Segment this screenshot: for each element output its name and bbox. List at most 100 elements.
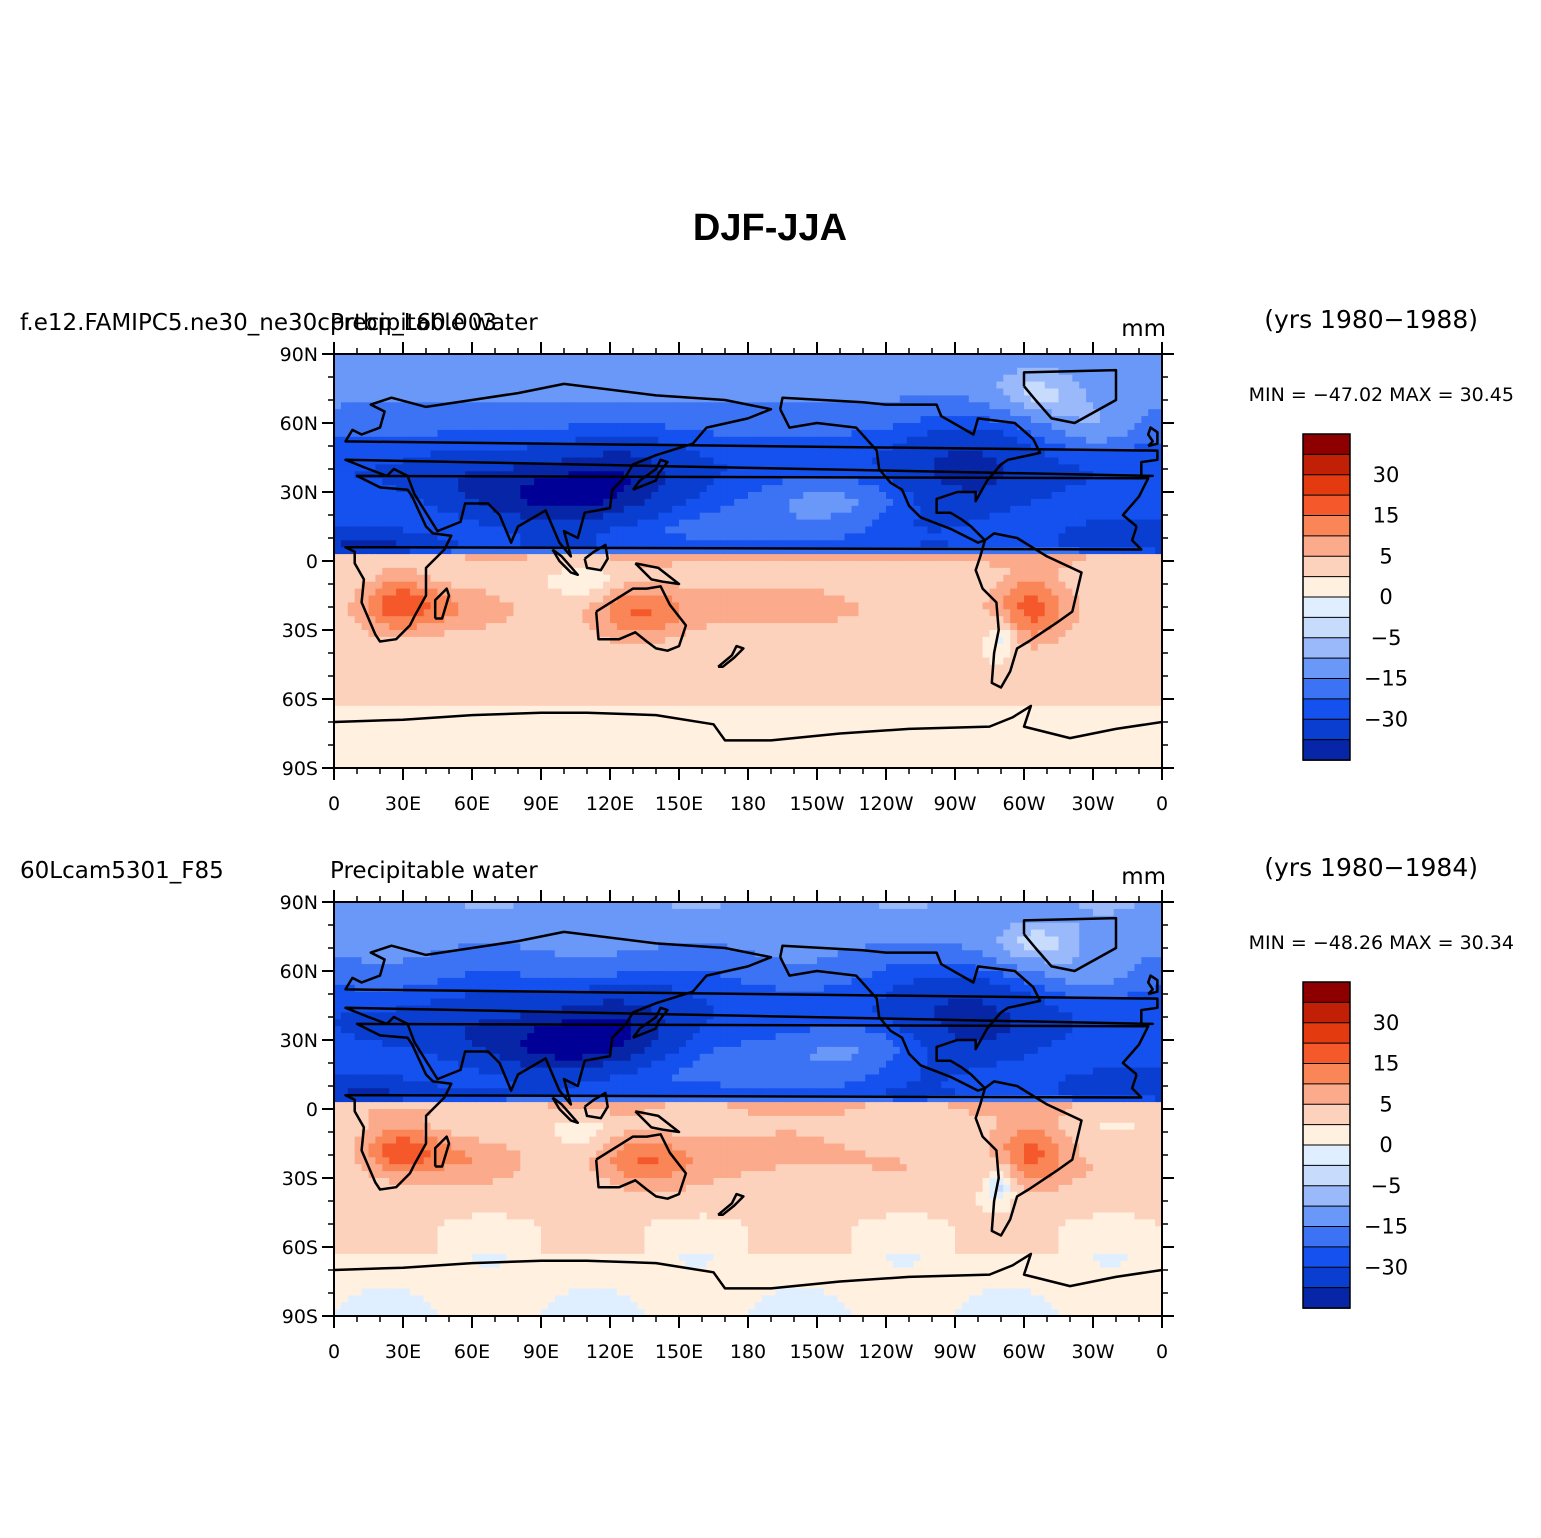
field-cell bbox=[382, 360, 390, 369]
field-cell bbox=[796, 374, 804, 383]
field-cell bbox=[644, 567, 652, 576]
field-cell bbox=[534, 416, 542, 424]
field-cell bbox=[499, 367, 508, 376]
field-cell bbox=[1155, 457, 1162, 465]
field-cell bbox=[630, 547, 639, 555]
field-cell bbox=[561, 588, 570, 597]
field-cell bbox=[734, 485, 742, 493]
field-cell bbox=[685, 471, 694, 479]
field-cell bbox=[886, 360, 894, 369]
field-cell bbox=[823, 554, 832, 562]
field-cell bbox=[1037, 457, 1046, 465]
field-cell bbox=[754, 471, 763, 479]
field-cell bbox=[955, 630, 963, 638]
field-cell bbox=[437, 519, 445, 528]
field-cell bbox=[906, 381, 915, 390]
field-cell bbox=[727, 574, 735, 583]
field-cell bbox=[368, 395, 376, 403]
field-cell bbox=[1051, 478, 1060, 486]
field-cell bbox=[713, 547, 721, 555]
field-cell bbox=[637, 609, 646, 617]
field-cell bbox=[685, 354, 694, 362]
field-cell bbox=[368, 547, 376, 555]
field-cell bbox=[989, 443, 997, 452]
field-cell bbox=[1003, 588, 1011, 597]
field-cell bbox=[575, 450, 583, 459]
field-cell bbox=[430, 354, 439, 362]
field-cell bbox=[886, 498, 894, 507]
field-cell bbox=[796, 519, 804, 528]
field-cell bbox=[1148, 609, 1156, 617]
field-cell bbox=[865, 360, 873, 369]
field-cell bbox=[734, 512, 742, 521]
field-cell bbox=[437, 498, 445, 507]
field-cell bbox=[499, 540, 508, 548]
field-cell bbox=[444, 581, 452, 590]
field-cell bbox=[561, 581, 570, 590]
field-cell bbox=[768, 630, 777, 638]
field-cell bbox=[685, 374, 694, 383]
field-cell bbox=[934, 616, 942, 624]
field-cell bbox=[1051, 498, 1060, 507]
field-cell bbox=[534, 436, 542, 445]
field-cell bbox=[575, 498, 583, 507]
field-cell bbox=[1024, 409, 1032, 417]
field-cell bbox=[444, 498, 452, 507]
field-cell bbox=[720, 354, 728, 362]
field-cell bbox=[478, 616, 487, 624]
field-cell bbox=[1086, 547, 1094, 555]
field-cell bbox=[982, 547, 991, 555]
field-cell bbox=[727, 547, 735, 555]
field-cell bbox=[1051, 505, 1060, 514]
field-cell bbox=[1093, 505, 1101, 514]
field-cell bbox=[734, 478, 742, 486]
field-cell bbox=[996, 367, 1004, 376]
field-cell bbox=[582, 395, 590, 403]
field-cell bbox=[685, 485, 694, 493]
field-cell bbox=[1079, 450, 1087, 459]
field-cell bbox=[568, 450, 577, 459]
field-cell bbox=[603, 540, 611, 548]
field-cell bbox=[458, 443, 466, 452]
field-cell bbox=[547, 540, 556, 548]
field-cell bbox=[879, 616, 887, 624]
field-cell bbox=[451, 554, 459, 562]
field-cell bbox=[989, 588, 997, 597]
field-cell bbox=[492, 519, 501, 528]
field-cell bbox=[1155, 623, 1162, 631]
field-cell bbox=[589, 374, 597, 383]
field-cell bbox=[423, 443, 432, 452]
field-cell bbox=[658, 409, 666, 417]
field-cell bbox=[720, 457, 728, 465]
field-cell bbox=[934, 581, 942, 590]
field-cell bbox=[513, 602, 521, 610]
field-cell bbox=[1155, 416, 1162, 424]
field-cell bbox=[713, 498, 721, 507]
field-cell bbox=[837, 471, 846, 479]
field-cell bbox=[478, 533, 487, 541]
field-cell bbox=[1010, 602, 1018, 610]
field-cell bbox=[610, 519, 618, 528]
field-cell bbox=[1017, 429, 1025, 438]
field-cell bbox=[506, 388, 514, 396]
field-cell bbox=[672, 595, 680, 603]
field-cell bbox=[458, 423, 466, 431]
field-cell bbox=[340, 478, 349, 486]
field-cell bbox=[499, 636, 508, 645]
field-cell bbox=[444, 367, 452, 376]
field-cell bbox=[941, 561, 949, 569]
field-cell bbox=[927, 429, 935, 438]
field-cell bbox=[396, 492, 404, 500]
field-cell bbox=[1155, 402, 1162, 410]
field-cell bbox=[1010, 416, 1018, 424]
field-cell bbox=[948, 429, 956, 438]
field-cell bbox=[727, 457, 735, 465]
field-cell bbox=[679, 526, 687, 534]
field-cell bbox=[1155, 616, 1162, 624]
field-cell bbox=[948, 367, 956, 376]
field-cell bbox=[396, 381, 404, 390]
field-cell bbox=[961, 367, 970, 376]
field-cell bbox=[568, 457, 577, 465]
field-cell bbox=[720, 526, 728, 534]
field-cell bbox=[554, 423, 563, 431]
